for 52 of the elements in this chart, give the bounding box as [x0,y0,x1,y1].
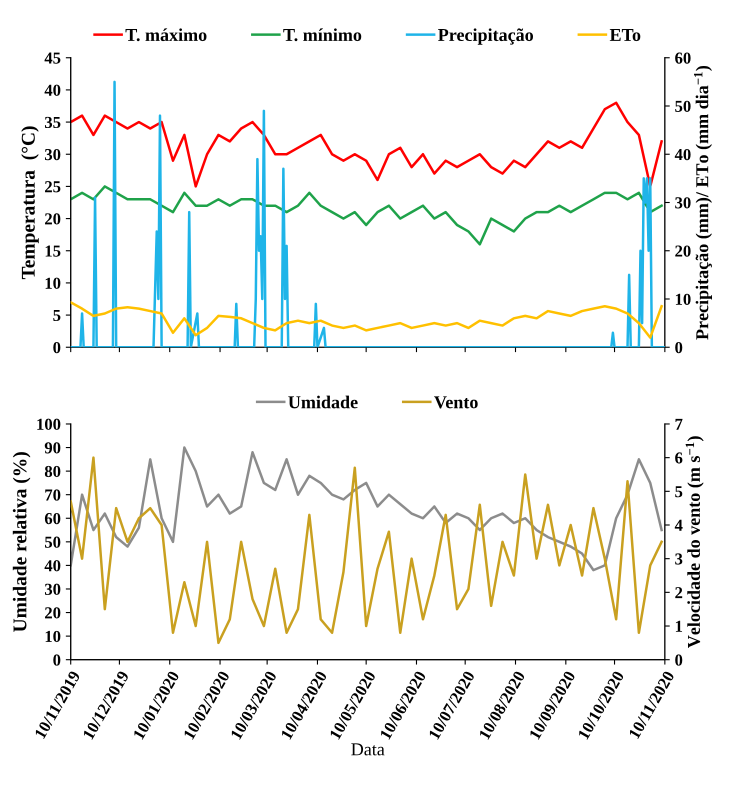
y-tick-label: 40 [44,560,60,572]
y-axis-title: Umidade relativa (%) [12,452,30,632]
y2-tick-label: 40 [674,148,691,160]
y-axis-title: Temperatura (°C) [21,126,39,280]
y-tick-label: 10 [46,630,60,642]
legend-label: Precipitação [438,28,534,45]
y2-tick-label: 5 [675,486,682,498]
legend-label: T. mínimo [283,28,362,42]
y-tick-label: 0 [53,342,60,354]
y-tick-label: 30 [44,584,60,595]
y-tick-label: 15 [46,246,60,257]
x-axis-title: Data [351,743,385,756]
y2-tick-label: 1 [676,620,682,632]
y2-tick-label: 4 [674,520,683,531]
y2-tick-label: 7 [676,418,682,430]
legend-label: Vento [434,396,478,408]
y2-tick-label: 10 [676,294,691,305]
y-tick-label: 40 [44,84,60,96]
y2-tick-label: 2 [675,587,682,598]
y-tick-label: 5 [53,310,60,322]
y-tick-label: 0 [53,654,60,666]
y2-tick-label: 3 [675,553,682,565]
y-tick-label: 20 [45,607,60,618]
y2-tick-label: 60 [675,52,691,64]
y-tick-label: 70 [45,489,60,501]
line-series [70,102,663,188]
y-tick-label: 50 [44,536,60,548]
y-tick-label: 30 [44,148,60,160]
y2-tick-label: 0 [675,342,682,354]
legend-label: ETo [610,29,640,42]
y-tick-label: 100 [37,418,60,430]
line-series [70,446,663,572]
y2-axis-title: Precipitação (mm)/ ETo (mm dia$^{−1}$) [694,66,712,340]
y2-tick-label: 6 [675,452,682,464]
line-series [70,456,663,644]
y-tick-label: 20 [45,213,60,225]
y2-tick-label: 0 [675,654,682,666]
line-series [70,301,663,339]
y-tick-label: 60 [44,512,60,524]
y2-tick-label: 20 [675,245,691,257]
y-tick-label: 25 [45,181,60,192]
y-tick-label: 35 [44,116,60,128]
legend-label: T. máximo [126,28,206,42]
y-tick-label: 10 [46,278,60,289]
y2-axis-title: Velocidade do vento (m s$^{−1}$) [686,436,704,648]
y2-tick-label: 30 [675,197,691,208]
y-tick-label: 90 [44,442,60,454]
y-tick-label: 80 [44,466,60,478]
legend-label: Umidade [288,396,358,408]
y2-tick-label: 50 [675,100,691,112]
line-series [70,185,663,246]
y-tick-label: 45 [44,52,60,64]
